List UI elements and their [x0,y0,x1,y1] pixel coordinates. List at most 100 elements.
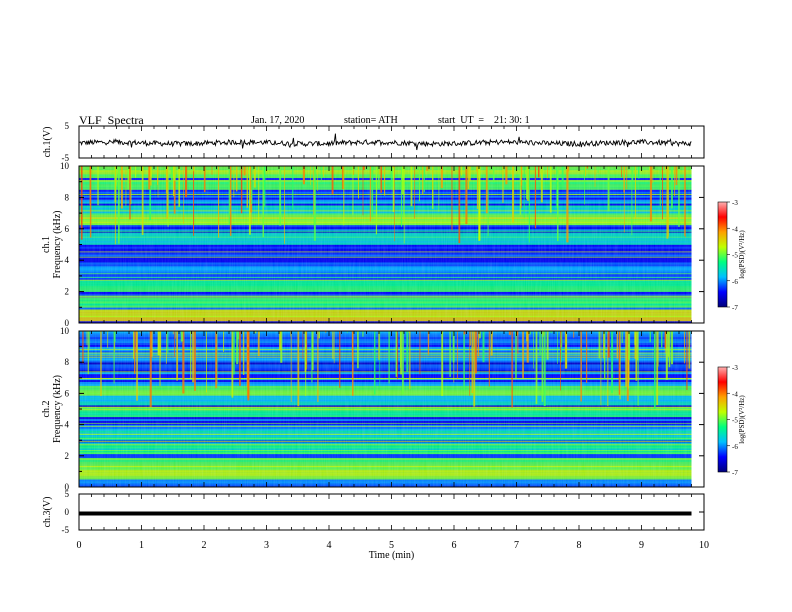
ch1-spec-sferic [130,166,132,205]
ch1-spec-sferic [465,166,468,225]
ch2-spec-sferic [114,331,116,342]
ch2-spec-sferic [684,331,685,364]
ch1-spec-sferic [157,166,159,198]
ch1-spec-sferic [623,166,625,233]
ch1-spec-sferic [418,166,421,202]
ch1-spec-sferic [170,166,173,183]
ch2-spec-sferic [419,331,421,375]
ch2-spec-sferic [688,331,691,369]
ch1-spec-sferic [313,166,316,241]
ch1-spec-sferic [649,166,653,222]
ch1-spec-sferic [262,166,264,238]
x-tick-label: 1 [139,540,144,551]
ch1-spec-sferic [540,166,543,203]
ch2-spec-sferic [621,331,623,343]
ch1-spec-sferic [394,166,395,242]
ch1-spec-sferic [585,166,586,177]
ch2-spec-sferic [618,331,621,395]
ch1-spec-sferic [341,166,344,190]
ch2-spec-sferic [573,331,575,338]
ch2-spec-sferic [469,331,471,396]
ch1-spec-sferic [149,166,152,221]
ch2-spec-sferic [607,331,609,407]
ch2-spec-sferic [194,331,196,334]
ch1-spec-sferic [467,166,470,190]
ch2-spec-sferic [279,331,282,351]
ch1-spec-sferic [662,166,663,220]
ch1-spec-texture [79,166,692,323]
ch2-spec-sferic [477,331,480,357]
x-tick-label: 10 [699,540,709,551]
ch2-spec-sferic [474,331,477,374]
ch2-spec-sferic [667,331,670,357]
ch1-spec-sferic [378,166,380,175]
ch1-spec-sferic [525,166,528,200]
ch1-spec-sferic [440,166,443,188]
ch3-ytick-label: 5 [65,489,70,499]
ch1-spec-sferic [248,166,251,235]
ch2-spec-sferic [89,331,91,349]
ch3-waveform-panel: 5 0 -5 ch.3(V) [42,489,705,535]
ch1-ylabel-line: ch.1(V) [42,127,53,158]
ch2-spec-sferic [479,331,481,339]
ch2-spec-sferic [607,331,610,358]
ch1-spec-sferic [211,166,213,175]
ch1-spec-sferic [664,166,667,170]
ch1-spec-ytick-label: 6 [65,224,70,234]
ch2-spec-sferic [397,331,398,380]
ch2-spec-colorbar-scale [717,366,728,473]
ch1-spec-sferic [683,166,685,236]
ch1-spec-sferic [357,166,359,199]
ch1-spec-sferic [485,166,488,214]
ch1-spec-sferic [429,166,431,171]
x-tick-label: 4 [327,540,332,551]
ch2-spec-sferic [611,331,614,393]
ch2-spec-ytick-label: 0 [65,482,70,492]
ch1-spec-sferic [400,166,403,227]
ch1-spec-sferic [116,166,118,186]
ch1-spec-sferic [284,166,285,244]
ch2-spec-sferic [556,331,558,364]
ch1-spec-sferic [352,166,354,215]
ch2-spec-sferic [626,331,629,402]
ch2-spec-sferic [508,331,511,335]
ch2-spec-sferic [488,331,490,387]
x-tick-label: 2 [202,540,207,551]
ch2-spec-sferic [649,331,651,343]
ch2-spec-sferic [452,331,455,363]
x-tick-label: 5 [389,540,394,551]
ch2-spec-sferic [134,331,136,374]
ch1-spec-sferic [460,166,463,176]
ch2-spec-sferic [318,331,320,339]
ch1-spectrogram-panel: 0 2 4 6 8 10 ch.1Frequency (kHz) [41,161,705,328]
ch2-spec-colorbar-tick-label: -6 [732,443,738,451]
ch2-spec-sferic [471,331,474,394]
ch1-spec-sferic [403,166,405,244]
ch1-spec-sferic [634,166,636,219]
ch1-spec-sferic [649,166,650,171]
ch1-spec-sferic [685,166,686,238]
ch1-spec-sferic [128,166,130,184]
ch2-spec-sferic [312,331,314,370]
ch1-spec-sferic [422,166,424,195]
ch2-spec-sferic [351,331,354,396]
ch1-spec-sferic [607,166,610,212]
ch1-spec-sferic [193,166,195,236]
ch1-spec-sferic [621,166,622,177]
ch2-spec-sferic [239,331,241,386]
ch1-spec-sferic [451,166,453,231]
ch2-spec-sferic [401,331,404,395]
ch1-spec-sferic [547,166,548,179]
ch2-spec-sferic [378,331,380,360]
ch2-spec-sferic [542,331,544,338]
ch2-spec-sferic [247,331,250,401]
ch1-spec-sferic [586,166,589,169]
ch1-spec-sferic [173,166,176,181]
ch2-spec-sferic [373,331,376,395]
ch2-spec-sferic [290,331,292,337]
ch1-spec-sferic [652,166,654,184]
ch1-spec-ytick-label: 2 [65,287,70,297]
ch2-spec-sferic [409,331,411,390]
ch2-spec-ytick-label: 6 [65,388,70,398]
